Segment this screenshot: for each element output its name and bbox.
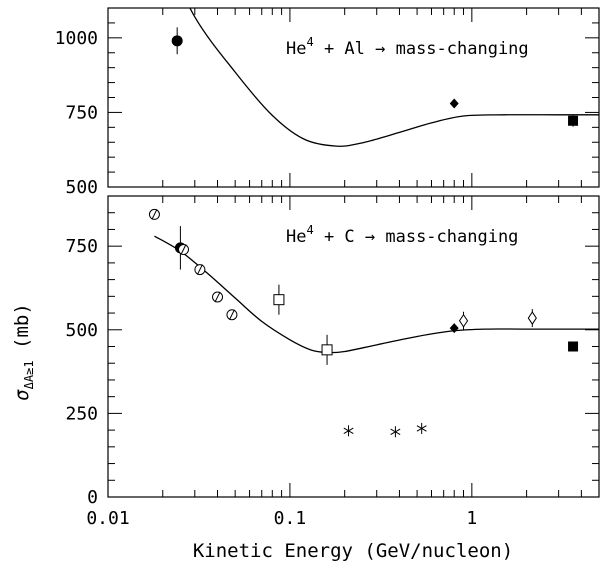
data-point-open-diamond-bar: [527, 309, 537, 328]
y-tick-label: 500: [65, 320, 98, 341]
data-point-asterisk: [416, 422, 427, 434]
y-axis-title: σΔA≥1 (mb): [11, 303, 36, 401]
panel-2-label: He4 + C → mass-changing: [286, 223, 518, 247]
data-point-open-circle-bar: [194, 264, 206, 276]
y-tick-label: 0: [87, 487, 98, 508]
data-point-asterisk: [343, 425, 354, 437]
data-point-filled-circle: [171, 27, 183, 55]
y-tick-label: 500: [65, 177, 98, 198]
x-tick-label: 1: [466, 508, 477, 529]
y-tick-label: 750: [65, 236, 98, 257]
data-point-filled-diamond: [449, 323, 459, 334]
x-tick-label: 0.01: [86, 508, 129, 529]
data-point-open-circle-bar: [212, 291, 224, 303]
data-point-filled-square: [568, 114, 579, 127]
labels: 500 750 1000 He4 + Al → mass-changing 0 250 50…: [11, 28, 529, 562]
axes: [107, 7, 600, 498]
data-point-open-circle-bar: [226, 309, 238, 321]
data-point-asterisk: [390, 426, 401, 438]
data-points: [148, 27, 579, 438]
y-tick-label: 1000: [55, 28, 98, 49]
data-point-filled-diamond: [449, 98, 459, 109]
x-tick-label: 0.1: [274, 508, 307, 529]
panel-1-theory-curve: [189, 8, 599, 147]
y-tick-label: 750: [65, 102, 98, 123]
panel-1-label: He4 + Al → mass-changing: [286, 35, 529, 59]
x-axis-title: Kinetic Energy (GeV/nucleon): [193, 540, 513, 562]
data-point-filled-square: [568, 341, 579, 352]
panel-1-frame: [107, 7, 600, 188]
data-point-open-square: [273, 284, 285, 315]
data-point-open-circle-bar: [177, 244, 189, 256]
y-tick-label: 250: [65, 403, 98, 424]
data-point-open-circle-bar: [148, 208, 160, 220]
data-point-open-diamond-bar: [458, 311, 469, 330]
data-point-open-square: [321, 334, 333, 365]
